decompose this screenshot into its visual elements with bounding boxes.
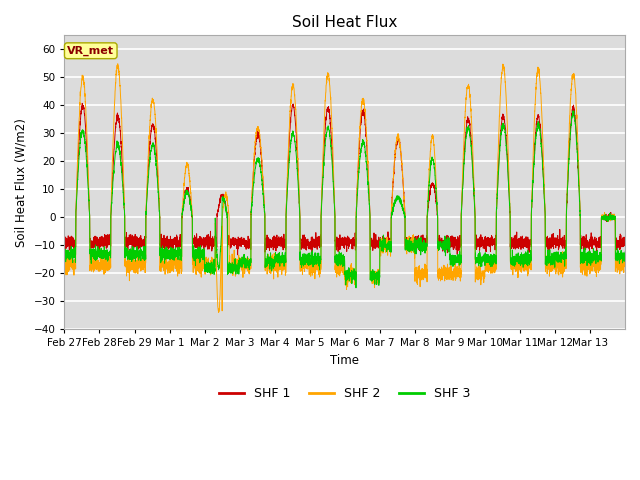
SHF 2 [396, 141, 404, 146]
SHF 2 [61, 260, 68, 266]
Line: SHF 2: SHF 2 [65, 64, 625, 312]
Line: SHF 3: SHF 3 [65, 111, 625, 288]
SHF 3 [352, 285, 360, 291]
SHF 1 [526, 240, 534, 246]
SHF 3 [621, 249, 629, 255]
SHF 2 [366, 205, 374, 211]
Text: VR_met: VR_met [67, 46, 115, 56]
Title: Soil Heat Flux: Soil Heat Flux [292, 15, 397, 30]
SHF 2 [177, 265, 184, 271]
SHF 2 [621, 261, 629, 266]
SHF 3 [526, 252, 534, 258]
SHF 1 [78, 100, 86, 106]
Y-axis label: Soil Heat Flux (W/m2): Soil Heat Flux (W/m2) [15, 118, 28, 247]
SHF 1 [541, 202, 548, 208]
SHF 2 [499, 64, 506, 70]
SHF 1 [366, 206, 374, 212]
SHF 2 [526, 263, 534, 269]
SHF 1 [621, 240, 629, 246]
X-axis label: Time: Time [330, 354, 359, 367]
SHF 1 [177, 233, 184, 239]
SHF 3 [499, 124, 506, 130]
SHF 1 [396, 139, 404, 145]
SHF 3 [61, 252, 68, 258]
SHF 2 [215, 310, 223, 315]
SHF 3 [396, 196, 403, 202]
SHF 2 [114, 61, 122, 67]
SHF 2 [541, 196, 548, 202]
SHF 3 [541, 201, 548, 206]
SHF 1 [61, 240, 68, 246]
Line: SHF 1: SHF 1 [65, 103, 625, 255]
SHF 3 [570, 108, 578, 114]
SHF 3 [177, 252, 184, 257]
SHF 1 [234, 252, 241, 258]
SHF 1 [499, 111, 506, 117]
SHF 3 [366, 207, 374, 213]
Legend: SHF 1, SHF 2, SHF 3: SHF 1, SHF 2, SHF 3 [214, 383, 476, 406]
